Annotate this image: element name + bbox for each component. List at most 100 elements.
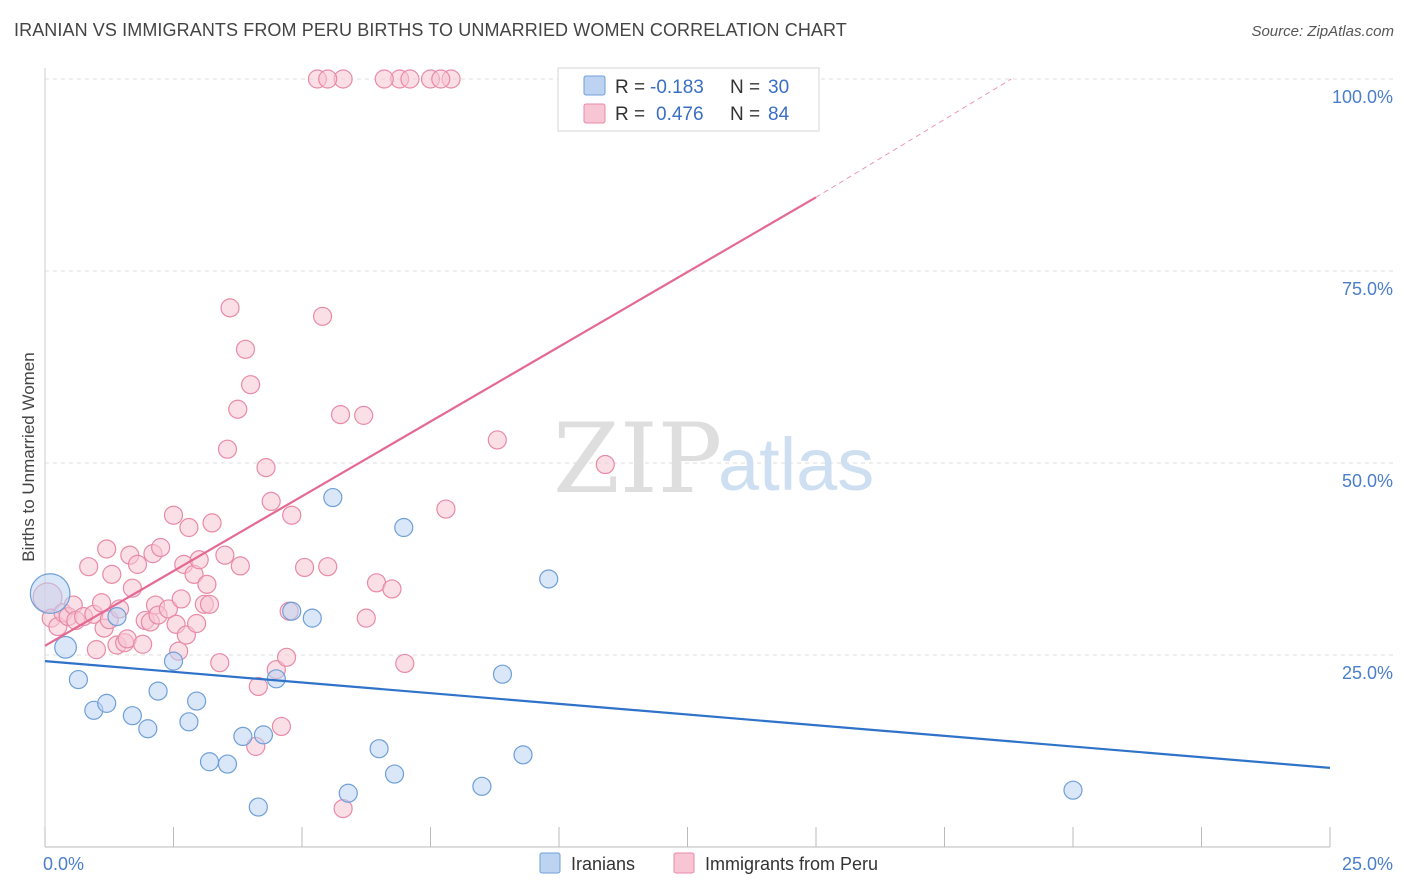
peru-point: [261, 491, 281, 511]
peru-point: [276, 647, 297, 667]
legend-swatch-peru: [583, 103, 606, 124]
iranian-point: [248, 797, 268, 817]
peru-point: [374, 69, 394, 89]
peru-point: [102, 564, 122, 584]
peru-point: [241, 375, 261, 395]
peru-point: [271, 716, 292, 737]
peru-point: [356, 608, 376, 628]
peru-point: [312, 306, 333, 326]
legend-r-value-1: -0.183: [650, 77, 704, 98]
legend-item-iranians: Iranians: [571, 854, 635, 874]
peru-point: [235, 339, 256, 359]
peru-point: [79, 557, 99, 577]
x-tick-label: 0.0%: [43, 854, 84, 874]
legend-swatch-iranians: [583, 75, 606, 96]
iranian-point: [1063, 780, 1083, 800]
x-tick-label: 25.0%: [1342, 854, 1393, 874]
series-legend: Iranians Immigrants from Peru: [539, 852, 878, 874]
peru-point: [210, 653, 230, 673]
peru-point: [382, 579, 402, 599]
iranian-point: [54, 635, 77, 659]
iranian-point: [369, 739, 389, 759]
peru-point: [431, 69, 451, 89]
tick-labels: 25.0% 50.0% 75.0% 100.0% 0.0% 25.0%: [43, 87, 1393, 874]
iranian-point: [199, 752, 220, 772]
peru-point: [228, 399, 248, 419]
peru-point: [282, 505, 302, 525]
chart-title: IRANIAN VS IMMIGRANTS FROM PERU BIRTHS T…: [14, 20, 847, 40]
y-tick-label: 50.0%: [1342, 471, 1393, 491]
trend-line-peru-extension: [815, 78, 1012, 198]
peru-point: [202, 513, 222, 533]
legend-n-value-1: 30: [768, 77, 789, 98]
peru-point: [187, 613, 207, 634]
peru-point: [158, 599, 178, 619]
peru-point: [151, 537, 171, 558]
correlation-legend: R = -0.183 N = 30 R = 0.476 N = 84: [557, 67, 820, 132]
peru-point: [217, 439, 238, 459]
peru-point: [487, 430, 507, 450]
y-tick-label: 25.0%: [1342, 663, 1393, 683]
legend-n-label-2: N =: [730, 104, 760, 125]
iranian-point: [122, 706, 142, 726]
legend-r-value-2: 0.476: [656, 104, 704, 125]
y-tick-label: 75.0%: [1342, 279, 1393, 299]
iranian-point: [492, 664, 513, 684]
iranian-point: [253, 725, 274, 745]
peru-point: [436, 499, 456, 519]
peru-point: [133, 634, 153, 654]
legend-swatch-iranians-bottom: [539, 852, 561, 874]
iranian-point: [384, 764, 405, 784]
legend-r-label-1: R =: [615, 77, 645, 98]
iranian-point: [68, 669, 89, 690]
legend-swatch-peru-bottom: [673, 852, 695, 874]
iranian-point: [472, 776, 492, 796]
iranian-point: [138, 719, 158, 739]
peru-point: [400, 69, 420, 89]
iranian-point: [233, 726, 253, 747]
trend-line-peru: [44, 196, 817, 647]
peru-point: [179, 517, 199, 538]
iranian-point: [539, 569, 559, 589]
legend-r-label-2: R =: [615, 104, 645, 125]
iranian-point: [97, 693, 117, 713]
peru-point: [199, 594, 220, 614]
series-peru-points: [32, 69, 615, 819]
peru-point: [318, 69, 338, 89]
watermark-zip: ZIP: [553, 403, 722, 515]
peru-point: [595, 454, 615, 475]
legend-n-label-1: N =: [730, 77, 760, 98]
legend-n-value-2: 84: [768, 104, 790, 125]
iranian-point: [323, 487, 343, 508]
peru-point: [171, 589, 191, 609]
series-iranians-points: [29, 487, 1083, 817]
peru-point: [318, 557, 338, 577]
peru-point: [354, 405, 374, 425]
peru-point: [220, 298, 240, 318]
peru-point: [256, 458, 276, 478]
axes: [44, 68, 1331, 848]
iranian-point: [513, 745, 533, 765]
iranian-point: [179, 712, 199, 732]
iranian-point: [107, 606, 127, 627]
peru-point: [127, 554, 148, 574]
iranian-point: [29, 573, 71, 614]
iranian-point: [163, 651, 184, 671]
legend-item-peru: Immigrants from Peru: [705, 854, 878, 874]
watermark-atlas: atlas: [718, 423, 874, 506]
peru-point: [248, 676, 268, 697]
peru-point: [294, 557, 315, 578]
trend-lines: [44, 78, 1331, 769]
peru-point: [189, 550, 209, 570]
trend-line-iranians: [44, 660, 1331, 769]
peru-point: [163, 505, 184, 525]
iranian-point: [148, 681, 168, 701]
iranian-point: [282, 601, 302, 621]
iranian-point: [338, 783, 358, 803]
source-label: Source: ZipAtlas.com: [1251, 23, 1394, 40]
peru-point: [395, 653, 415, 674]
iranian-point: [302, 608, 322, 628]
peru-point: [215, 545, 235, 565]
peru-point: [86, 640, 107, 660]
